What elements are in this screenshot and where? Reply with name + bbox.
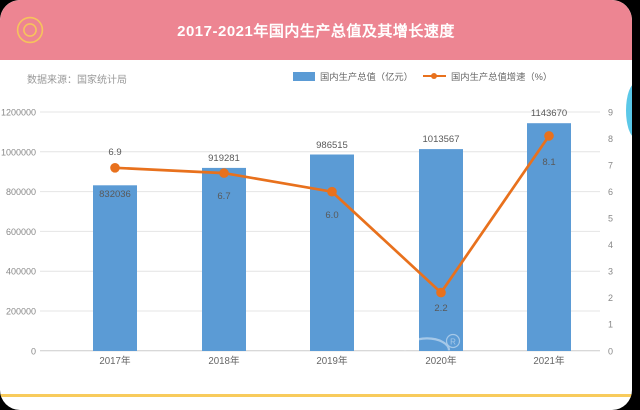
svg-text:1013567: 1013567 [423,134,460,145]
svg-text:1200000: 1200000 [1,108,36,118]
svg-text:2021年: 2021年 [533,354,565,367]
svg-text:4: 4 [608,240,613,250]
svg-text:6.9: 6.9 [108,147,121,158]
svg-text:7: 7 [608,161,613,171]
svg-text:2020年: 2020年 [425,354,457,367]
svg-text:5: 5 [608,214,613,224]
svg-text:1: 1 [608,320,613,330]
svg-text:2018年: 2018年 [208,354,240,367]
svg-text:2019年: 2019年 [316,354,348,367]
svg-text:400000: 400000 [6,267,36,277]
svg-text:6: 6 [608,187,613,197]
svg-text:800000: 800000 [6,187,36,197]
svg-text:600000: 600000 [6,227,36,237]
svg-text:919281: 919281 [208,153,240,164]
svg-text:9: 9 [608,108,613,118]
svg-text:200000: 200000 [6,307,36,317]
svg-text:2.2: 2.2 [434,303,447,314]
svg-text:1143670: 1143670 [531,108,567,119]
svg-text:R: R [450,337,456,346]
svg-text:3: 3 [608,267,613,277]
svg-text:2: 2 [608,293,613,303]
svg-text:986515: 986515 [316,140,348,151]
svg-text:832036: 832036 [99,189,131,200]
svg-text:8.1: 8.1 [542,157,555,168]
svg-text:6.7: 6.7 [217,191,230,202]
svg-text:8: 8 [608,134,613,144]
svg-text:0: 0 [31,346,36,356]
svg-text:6.0: 6.0 [325,210,338,221]
svg-text:2017年: 2017年 [99,354,131,367]
svg-text:1000000: 1000000 [1,147,36,157]
svg-text:0: 0 [608,346,613,356]
